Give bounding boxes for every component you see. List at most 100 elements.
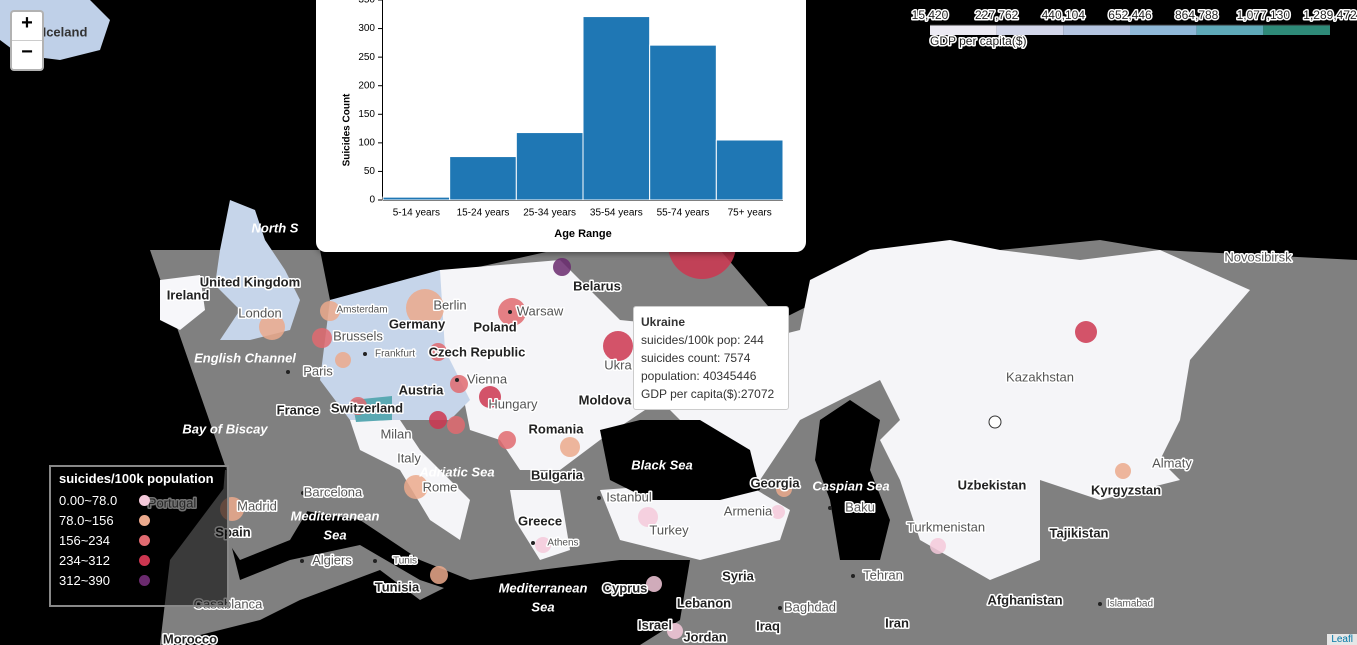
legend-dot [139,494,150,506]
place-label: Romania [529,421,585,436]
tooltip-line: population: 40345446 [641,369,757,383]
place-label: Madrid [237,498,277,513]
place-label: Tunis [393,556,417,567]
city-dot [300,559,304,563]
place-label: Tunisia [375,579,420,594]
city-dot [851,574,855,578]
legend-label: 312~390 [59,572,110,588]
legend-row: 78.0~156 [51,510,227,530]
place-label: Lebanon [677,595,731,610]
bubble [479,386,501,408]
place-label: Armenia [724,503,773,518]
city-dot [828,506,832,510]
y-axis-label: Suicides Count [342,93,353,166]
place-label: Milan [380,426,411,441]
place-label: Moldova [579,392,632,407]
place-label: Frankfurt [375,349,415,360]
black-sea [600,420,760,500]
bubble [638,507,658,527]
city-dot [286,370,290,374]
place-label: Austria [399,382,445,397]
place-label: Vienna [467,371,508,386]
place-label: Novosibirsk [1224,249,1292,264]
legend-row: 0.00~78.0 [51,490,227,510]
place-label: Cyprus [603,580,648,595]
place-label: Tajikistan [1049,525,1108,540]
bubble [320,301,340,321]
bar [649,44,717,201]
bubble [560,437,580,457]
place-label: English Channel [194,350,296,365]
place-label: Israel [638,617,672,632]
tooltip-title: Ukraine [641,315,686,329]
attribution[interactable]: Leafl [1327,634,1357,645]
bubble [603,331,633,361]
place-label: Sea [323,527,346,542]
bubble [406,289,444,327]
y-tick-label: 0 [369,195,375,206]
place-label: United Kingdom [200,274,300,289]
legend-row: 312~390 [51,570,227,590]
bar [715,139,784,201]
place-label: Baghdad [784,599,836,614]
greece [510,490,570,560]
place-label: Brussels [333,328,383,343]
legend-title: suicides/100k population [59,471,214,486]
place-label: Mediterranean [291,508,380,523]
city-dot [373,559,377,563]
place-label: Athens [547,538,578,549]
histogram-panel: 0 50 100 150 200 250 300 350 5-14 years 15-24 yea… [316,0,806,252]
legend-dot [139,574,150,586]
place-label: Sea [531,599,554,614]
place-label: Mediterranean [499,580,588,595]
place-label: Italy [397,450,421,465]
bubble [1075,321,1097,343]
gdp-tick-label: 15,420 [912,8,949,22]
place-label: Poland [473,319,516,334]
place-label: Caspian Sea [812,478,889,493]
place-label: Ukra [604,357,632,372]
histogram: 0 50 100 150 200 250 300 350 5-14 years 15-24 yea… [342,0,784,240]
legend-row: 234~312 [51,550,227,570]
y-tick-label: 100 [358,137,375,148]
tooltip-line: GDP per capita($):27072 [641,387,775,401]
zoom-in[interactable]: + [21,12,33,34]
zoom-out[interactable]: − [12,40,42,69]
place-label: Black Sea [631,457,692,472]
mediterranean [230,510,690,645]
place-label: Bay of Biscay [182,421,268,436]
bubble [498,431,516,449]
gdp-title: GDP per capita($) [930,34,1027,48]
x-tick-label: 55-74 years [657,208,710,219]
place-label: Georgia [750,475,800,490]
place-label: Amsterdam [336,305,387,316]
tooltip-line: suicides count: 7574 [641,351,751,365]
bubble [349,397,367,415]
bubble [404,475,428,499]
y-tick-label: 300 [358,23,375,34]
city-dot [1098,602,1102,606]
bubble [259,314,285,340]
legend-label: 156~234 [59,532,110,548]
x-tick-label: 15-24 years [457,208,510,219]
place-label: Ireland [167,287,210,302]
place-label: Barcelona [304,484,363,499]
bubble [667,623,683,639]
bubble [553,258,571,276]
place-label: Syria [722,568,755,583]
gdp-tick-label: 1,289,472 [1303,8,1357,22]
y-tick-label: 150 [358,109,375,120]
x-tick-label: 35-54 years [590,208,643,219]
legend-row: 156~234 [51,530,227,550]
gdp-tick-label: 864,788 [1175,8,1219,22]
bar [382,196,451,201]
legend-label: 234~312 [59,552,110,568]
place-label: Berlin [433,297,466,312]
x-axis-label: Age Range [554,228,611,240]
tooltip-line: suicides/100k pop: 244 [641,333,764,347]
place-label: Bulgaria [531,467,584,482]
gdp-tick-label: 440,104 [1042,8,1086,22]
uk [215,200,300,340]
place-label: Rome [423,479,458,494]
